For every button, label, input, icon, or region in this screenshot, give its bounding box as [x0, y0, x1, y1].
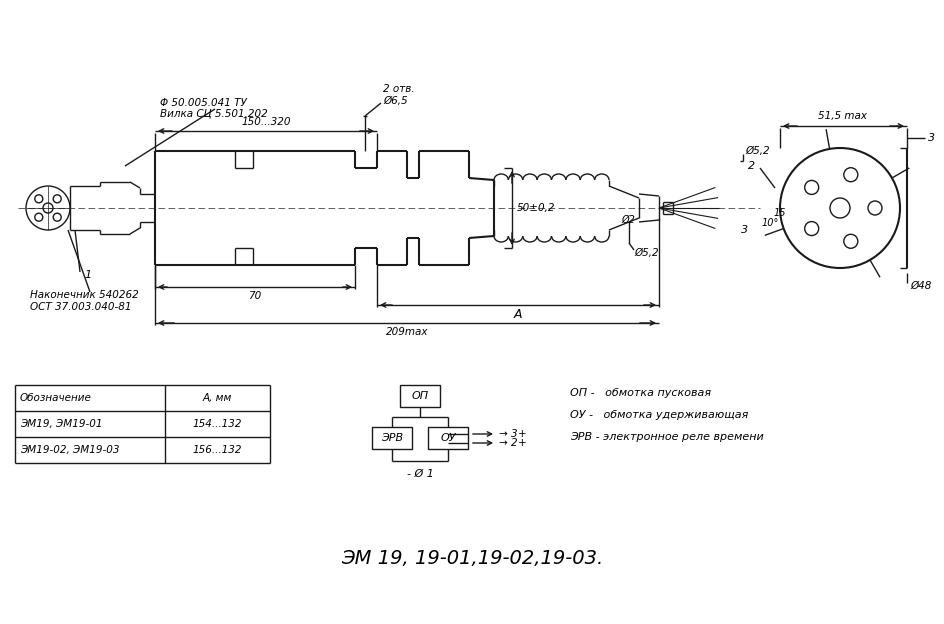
Text: Вилка СЦ 5.501.202: Вилка СЦ 5.501.202 — [160, 108, 268, 118]
Text: ОП: ОП — [412, 391, 429, 401]
Text: Ø5,2: Ø5,2 — [745, 146, 769, 156]
Text: ОСТ 37.003.040-81: ОСТ 37.003.040-81 — [30, 302, 131, 312]
Text: 1: 1 — [84, 270, 92, 280]
Text: 2 отв.: 2 отв. — [383, 84, 414, 94]
Text: А, мм: А, мм — [202, 393, 231, 403]
Text: +: + — [518, 429, 527, 439]
Bar — [372, 427, 412, 449]
Text: → 2: → 2 — [499, 438, 517, 448]
Text: - Ø 1: - Ø 1 — [407, 469, 433, 479]
Text: A: A — [514, 308, 522, 321]
Text: 150...320: 150...320 — [242, 117, 291, 127]
Text: 3: 3 — [929, 133, 936, 143]
Text: → 3: → 3 — [499, 429, 517, 439]
Text: ЭМ19, ЭМ19-01: ЭМ19, ЭМ19-01 — [20, 419, 103, 429]
Text: 10°: 10° — [762, 218, 780, 228]
Text: 51,5 max: 51,5 max — [818, 111, 868, 121]
Text: ОУ -   обмотка удерживающая: ОУ - обмотка удерживающая — [570, 410, 749, 420]
Text: Ø48: Ø48 — [910, 281, 932, 291]
Text: 15: 15 — [774, 208, 786, 218]
Text: ЭРВ: ЭРВ — [381, 433, 403, 443]
Text: Ø5,2: Ø5,2 — [634, 248, 659, 258]
Text: ЭМ19-02, ЭМ19-03: ЭМ19-02, ЭМ19-03 — [20, 445, 120, 455]
Text: Обозначение: Обозначение — [20, 393, 92, 403]
Text: ЭРВ - электронное реле времени: ЭРВ - электронное реле времени — [570, 432, 764, 442]
Bar — [400, 385, 440, 407]
Text: Ø6,5: Ø6,5 — [383, 96, 408, 106]
Bar — [428, 427, 468, 449]
Text: 70: 70 — [248, 291, 261, 301]
Text: 154...132: 154...132 — [193, 419, 242, 429]
Text: 50±0,2: 50±0,2 — [517, 203, 555, 213]
Text: 3: 3 — [741, 225, 749, 235]
Text: ОУ: ОУ — [440, 433, 456, 443]
Text: Φ 50.005.041 ТУ: Φ 50.005.041 ТУ — [160, 98, 247, 108]
Text: 2: 2 — [749, 161, 755, 171]
Text: ЭМ 19, 19-01,19-02,19-03.: ЭМ 19, 19-01,19-02,19-03. — [341, 548, 603, 567]
Text: 209max: 209max — [386, 327, 429, 337]
Text: Наконечник 540262: Наконечник 540262 — [30, 290, 139, 300]
Text: +: + — [518, 438, 527, 448]
Text: Ø2: Ø2 — [621, 215, 635, 225]
Text: ОП -   обмотка пусковая: ОП - обмотка пусковая — [570, 388, 711, 398]
Text: 156...132: 156...132 — [193, 445, 242, 455]
